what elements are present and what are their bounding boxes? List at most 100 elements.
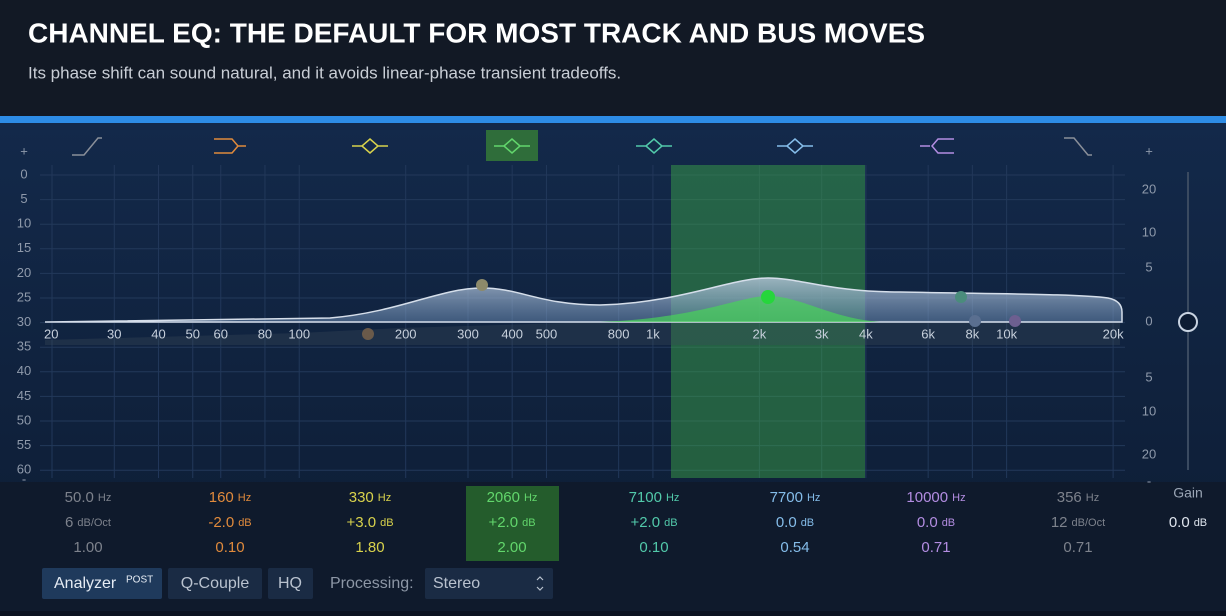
freq-value: 7700 — [770, 489, 803, 506]
gain-value: +2.0 — [488, 514, 518, 531]
band-freq: 7700 Hz — [770, 489, 821, 506]
analyzer-label: Analyzer — [54, 575, 117, 592]
left-scale-label: 50 — [17, 412, 31, 427]
grid — [40, 165, 1125, 478]
freq-value: 10000 — [906, 489, 948, 506]
gain-unit: dB — [801, 517, 814, 529]
band-freq: 2060 Hz — [487, 489, 538, 506]
freq-label: 1k — [646, 326, 660, 341]
left-scale-label: 0 — [20, 166, 27, 181]
right-scale-label: + — [1145, 143, 1153, 158]
band-gain: +3.0 dB — [346, 514, 393, 531]
band-freq: 356 Hz — [1057, 489, 1099, 506]
freq-label: 2k — [753, 326, 767, 341]
gain-value: 0.0 dB — [1169, 514, 1207, 531]
gain-value: 0.0 — [917, 514, 938, 531]
q-couple-label: Q-Couple — [181, 575, 250, 592]
band-q: 2.00 — [497, 539, 526, 556]
icon-bell[interactable] — [777, 138, 813, 154]
freq-label: 50 — [186, 326, 200, 341]
band-3-dot[interactable] — [476, 279, 488, 291]
freq-label: 20k — [1103, 326, 1124, 341]
freq-label: 30 — [107, 326, 121, 341]
gain-unit: dB/Oct — [1072, 517, 1106, 529]
q-couple-button[interactable] — [168, 568, 262, 599]
freq-label: 500 — [536, 326, 558, 341]
gain-value: 0.0 — [776, 514, 797, 531]
freq-unit: Hz — [98, 492, 111, 504]
gain-value: 6 — [65, 514, 73, 531]
header-bg — [0, 0, 1226, 116]
left-scale-label: 30 — [17, 314, 31, 329]
band-q: 1.80 — [355, 539, 384, 556]
right-scale-label: 10 — [1142, 224, 1156, 239]
band-2-dot[interactable] — [362, 328, 374, 340]
left-scale-label: 20 — [17, 265, 31, 280]
band-q: 0.71 — [1063, 539, 1092, 556]
freq-value: 330 — [349, 489, 374, 506]
gain-unit: dB — [1194, 517, 1207, 529]
freq-label: 200 — [395, 326, 417, 341]
accent-bar — [0, 116, 1226, 123]
gain-unit: dB — [380, 517, 393, 529]
left-scale-label: 55 — [17, 437, 31, 452]
freq-label: 4k — [859, 326, 873, 341]
band-freq: 330 Hz — [349, 489, 391, 506]
analyzer-post: POST — [126, 575, 153, 586]
band-q: 0.54 — [780, 539, 809, 556]
gain-label: Gain — [1173, 485, 1203, 501]
analyzer-button[interactable] — [42, 568, 162, 599]
freq-label: 80 — [258, 326, 272, 341]
freq-value: 160 — [209, 489, 234, 506]
band-4-dot[interactable] — [761, 290, 775, 304]
gain-value: 12 — [1051, 514, 1068, 531]
right-scale-label: - — [1147, 473, 1151, 488]
icon-highcut[interactable] — [1064, 137, 1092, 156]
band-6-dot[interactable] — [969, 315, 981, 327]
left-scale-label: 40 — [17, 363, 31, 378]
hq-label: HQ — [278, 575, 302, 592]
freq-value: 7100 — [629, 489, 662, 506]
select-arrow — [536, 576, 544, 591]
icon-bell[interactable] — [494, 138, 530, 154]
band-5-dot[interactable] — [955, 291, 967, 303]
band-freq: 160 Hz — [209, 489, 251, 506]
gain-slider-knob[interactable] — [1178, 312, 1198, 332]
freq-value: 2060 — [487, 489, 520, 506]
band-gain: -2.0 dB — [208, 514, 251, 531]
freq-unit: Hz — [952, 492, 965, 504]
toolbar: Analyzer POST Q-Couple HQ Processing: St… — [42, 568, 553, 599]
freq-label: 300 — [457, 326, 479, 341]
left-scale-label: 10 — [17, 216, 31, 231]
icon-lowshelf[interactable] — [214, 138, 246, 154]
selected-band-bg — [466, 486, 559, 561]
band-freq: 50.0 Hz — [65, 489, 112, 506]
left-scale-label: 25 — [17, 289, 31, 304]
gain-value: +2.0 — [630, 514, 660, 531]
left-scale-label: 45 — [17, 388, 31, 403]
freq-unit: Hz — [524, 492, 537, 504]
freq-label: 60 — [214, 326, 228, 341]
gain-unit: dB — [522, 517, 535, 529]
hq-button[interactable] — [268, 568, 313, 599]
gain-unit: dB — [942, 517, 955, 529]
freq-label: 40 — [151, 326, 165, 341]
band-gain: +2.0 dB — [630, 514, 677, 531]
band-gain: 12 dB/Oct — [1051, 514, 1105, 531]
band-gain: 0.0 dB — [917, 514, 955, 531]
gain-value: +3.0 — [346, 514, 376, 531]
freq-unit: Hz — [238, 492, 251, 504]
icon-highshelf[interactable] — [920, 138, 954, 154]
left-scale-label: - — [22, 471, 26, 486]
icon-bell[interactable] — [636, 138, 672, 154]
icon-lowcut[interactable] — [72, 137, 102, 156]
processing-select[interactable] — [425, 568, 553, 599]
band-7-dot[interactable] — [1009, 315, 1021, 327]
freq-label: 6k — [921, 326, 935, 341]
icon-bell[interactable] — [352, 138, 388, 154]
band-freq: 7100 Hz — [629, 489, 680, 506]
gain-number: 0.0 — [1169, 514, 1190, 531]
band-q: 0.71 — [921, 539, 950, 556]
band-q: 0.10 — [215, 539, 244, 556]
freq-label: 400 — [501, 326, 523, 341]
